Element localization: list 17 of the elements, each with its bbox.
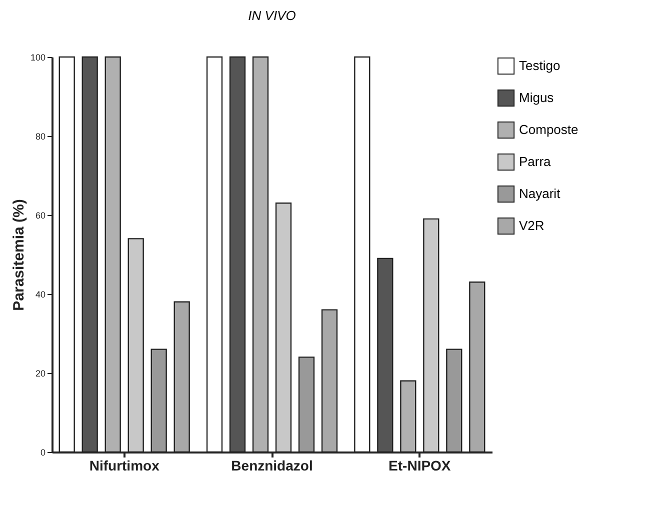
y-tick-label: 80: [35, 132, 46, 142]
y-tick-label: 100: [30, 52, 46, 62]
legend-label: Parra: [519, 154, 552, 169]
chart-title: IN VIVO: [248, 8, 296, 23]
legend-label: Composte: [519, 122, 578, 137]
legend-label: Nayarit: [519, 186, 561, 201]
y-tick-label: 60: [35, 210, 46, 220]
y-tick-label: 0: [40, 448, 46, 458]
x-tick-label: Benznidazol: [231, 458, 313, 474]
legend-label: V2R: [519, 218, 544, 233]
x-tick-label: Nifurtimox: [89, 458, 160, 474]
y-tick-label: 20: [35, 368, 46, 378]
x-tick-label: Et-NIPOX: [388, 458, 452, 474]
legend-label: Testigo: [519, 58, 560, 73]
y-tick-label: 40: [35, 290, 46, 300]
legend-label: Migus: [519, 90, 554, 105]
y-axis-title: Parasitemia (%): [10, 199, 28, 311]
